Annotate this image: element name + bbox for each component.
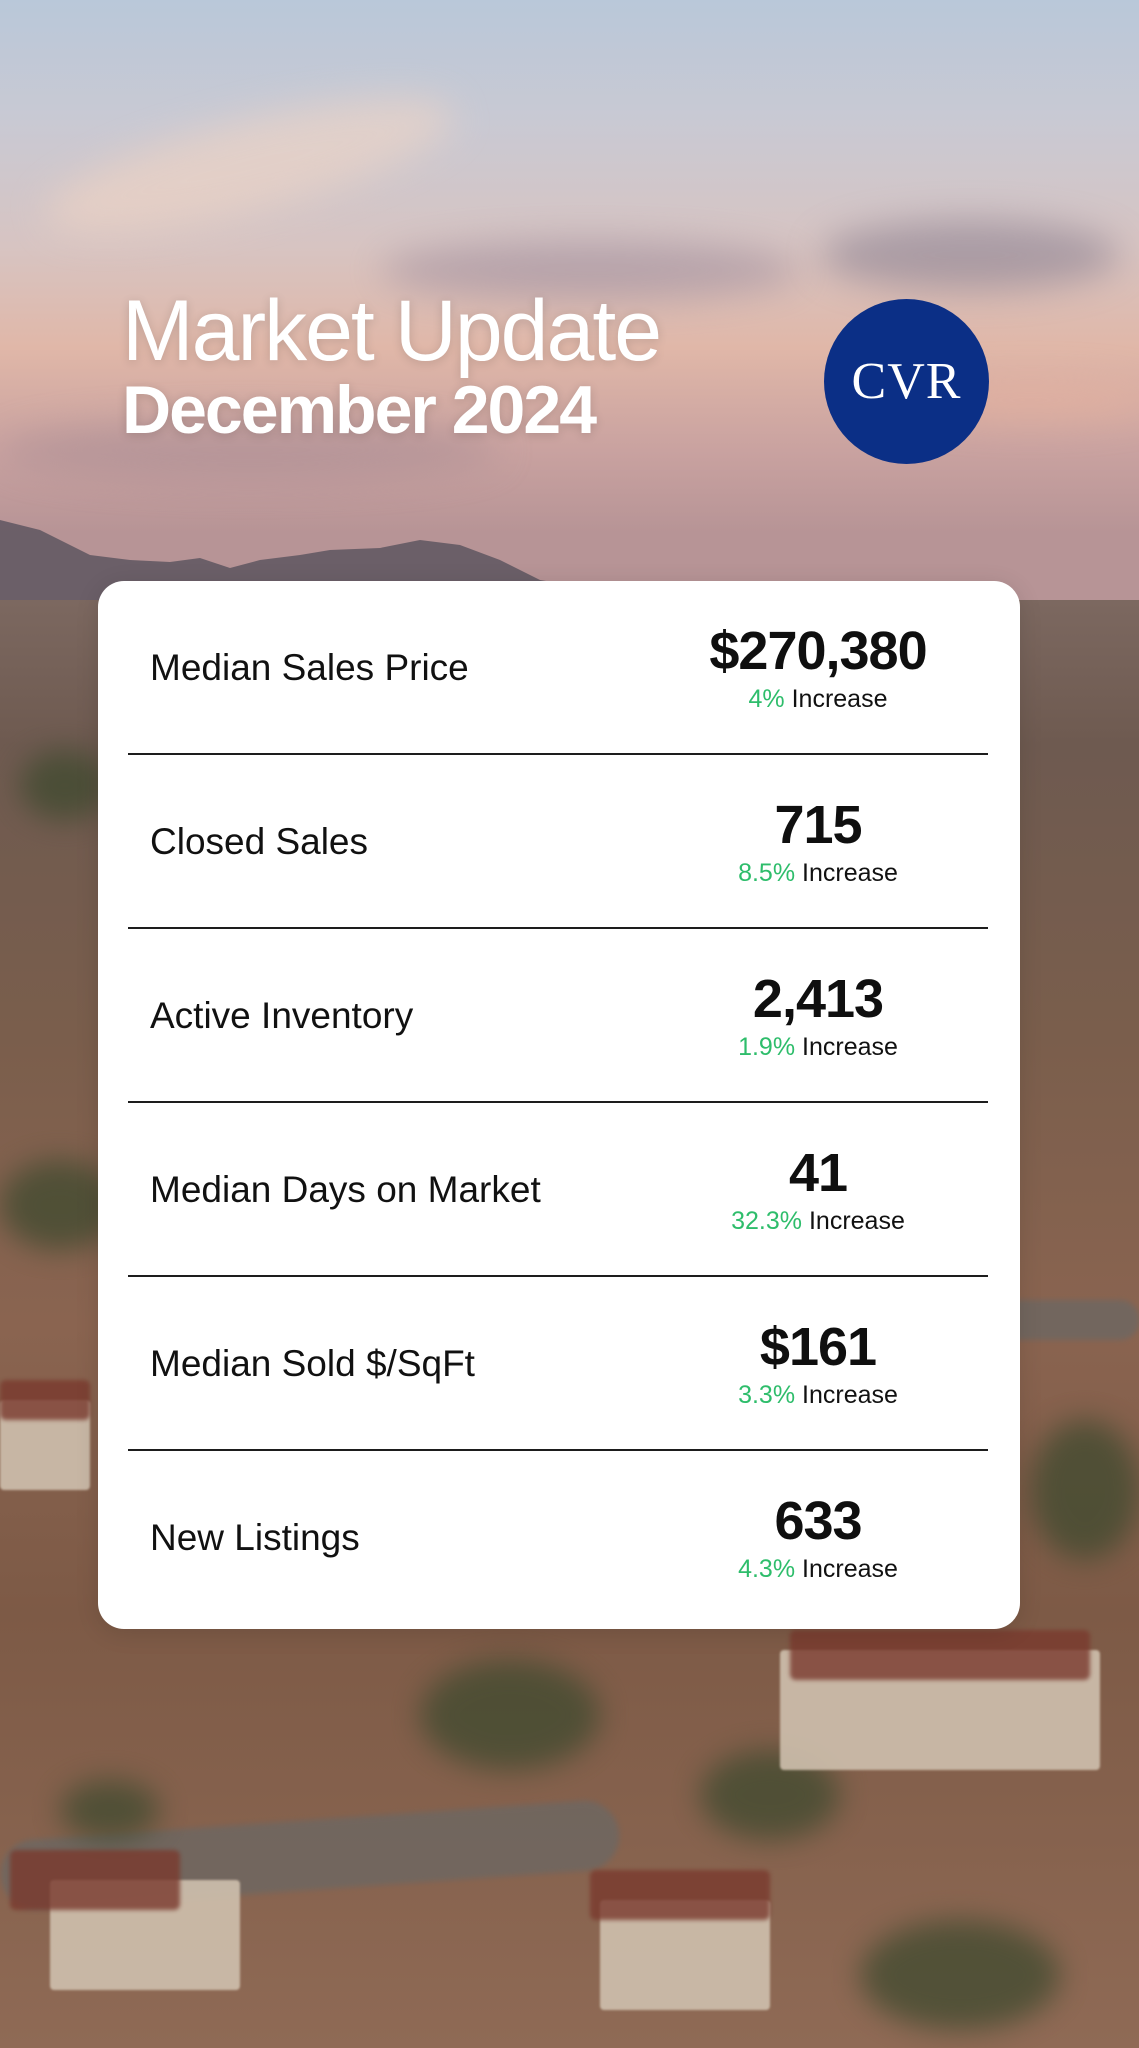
- stat-change-percent: 1.9%: [738, 1033, 796, 1062]
- stat-value-block: 715 8.5% Increase: [668, 755, 968, 929]
- stat-row-median-sales-price: Median Sales Price $270,380 4% Increase: [128, 581, 988, 755]
- stat-change: 3.3% Increase: [738, 1381, 898, 1410]
- roof: [590, 1870, 770, 1920]
- stat-label: Median Days on Market: [150, 1169, 541, 1210]
- stat-value-block: 633 4.3% Increase: [668, 1451, 968, 1625]
- page-subtitle: December 2024: [122, 372, 597, 448]
- stat-value-block: 41 32.3% Increase: [668, 1103, 968, 1277]
- stat-change-percent: 4.3%: [738, 1555, 796, 1584]
- stat-label: Active Inventory: [150, 995, 414, 1036]
- stat-value: $161: [759, 1316, 877, 1377]
- tree: [1030, 1420, 1139, 1560]
- stat-change-percent: 3.3%: [738, 1381, 796, 1410]
- stat-change: 4% Increase: [749, 685, 888, 714]
- sky-cloud: [820, 220, 1120, 290]
- brand-logo: CVR: [824, 299, 989, 464]
- stat-row-new-listings: New Listings 633 4.3% Increase: [128, 1451, 988, 1625]
- stat-row-median-sold-per-sqft: Median Sold $/SqFt $161 3.3% Increase: [128, 1277, 988, 1451]
- tree: [60, 1780, 160, 1840]
- roof: [0, 1380, 90, 1420]
- stat-change-word: Increase: [791, 685, 888, 714]
- stat-change-word: Increase: [802, 1033, 898, 1062]
- stat-change-percent: 32.3%: [731, 1207, 803, 1236]
- stat-label: New Listings: [150, 1517, 360, 1558]
- stat-row-closed-sales: Closed Sales 715 8.5% Increase: [128, 755, 988, 929]
- stat-change-word: Increase: [802, 1381, 898, 1410]
- stat-change: 4.3% Increase: [738, 1555, 898, 1584]
- stat-label: Median Sales Price: [150, 647, 469, 688]
- stat-row-median-days-on-market: Median Days on Market 41 32.3% Increase: [128, 1103, 988, 1277]
- page-header: Market Update December 2024: [122, 283, 662, 448]
- stat-change-percent: 8.5%: [738, 859, 796, 888]
- page-title: Market Update: [122, 283, 662, 379]
- stat-change: 1.9% Increase: [738, 1033, 898, 1062]
- roof: [790, 1630, 1090, 1680]
- sky-cloud: [0, 420, 500, 480]
- tree: [420, 1660, 600, 1770]
- stat-change: 8.5% Increase: [738, 859, 898, 888]
- stat-value: 2,413: [752, 968, 884, 1029]
- stat-value-block: $161 3.3% Increase: [668, 1277, 968, 1451]
- stat-value: 633: [774, 1490, 862, 1551]
- stat-label: Closed Sales: [150, 821, 369, 862]
- stat-value-block: $270,380 4% Increase: [668, 581, 968, 755]
- roof: [10, 1850, 180, 1910]
- tree: [20, 750, 110, 820]
- sky-cloud: [380, 240, 800, 300]
- sky-cloud: [35, 70, 465, 260]
- stat-change-word: Increase: [808, 1207, 905, 1236]
- stat-change-word: Increase: [802, 859, 898, 888]
- tree: [860, 1920, 1060, 2030]
- stat-value: 41: [788, 1142, 848, 1203]
- stat-change: 32.3% Increase: [731, 1207, 905, 1236]
- stat-label: Median Sold $/SqFt: [150, 1343, 475, 1384]
- stat-change-word: Increase: [802, 1555, 898, 1584]
- stat-value-block: 2,413 1.9% Increase: [668, 929, 968, 1103]
- stats-card: Median Sales Price $270,380 4% Increase …: [98, 581, 1020, 1629]
- stat-change-percent: 4%: [748, 685, 785, 714]
- stat-row-active-inventory: Active Inventory 2,413 1.9% Increase: [128, 929, 988, 1103]
- stat-value: 715: [774, 794, 862, 855]
- stat-value: $270,380: [709, 620, 927, 681]
